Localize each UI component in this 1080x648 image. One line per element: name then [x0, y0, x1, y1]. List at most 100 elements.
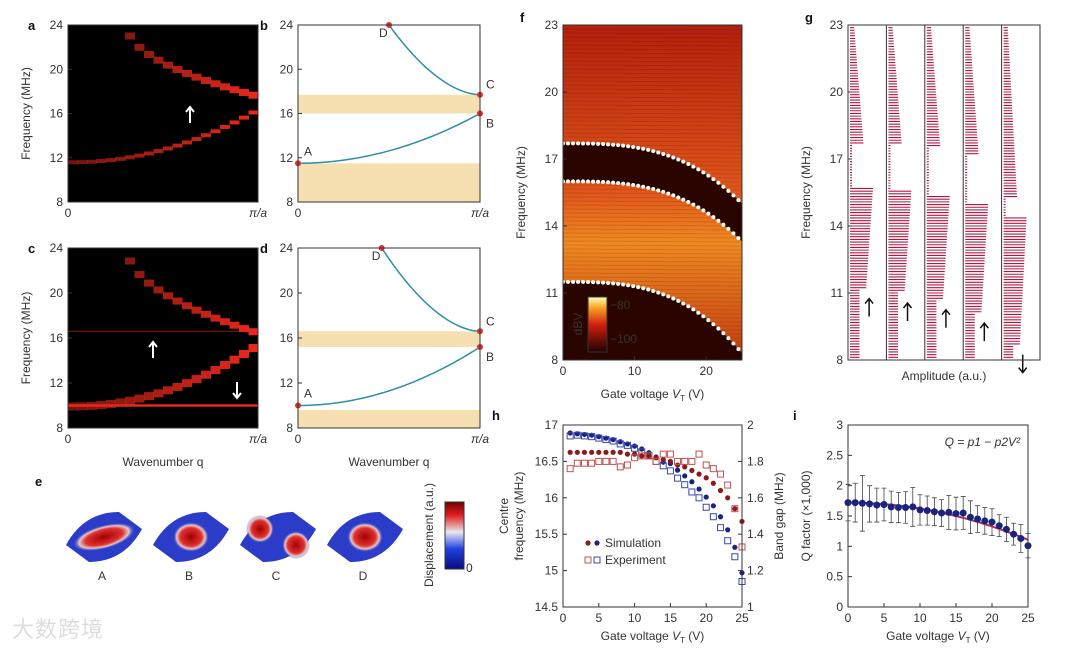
displacement-lobe	[282, 531, 310, 559]
y-tick-label: 1.5	[826, 509, 843, 523]
band-edge-dot	[721, 331, 726, 336]
lower-band-cell	[96, 401, 107, 410]
panel-label: h	[492, 408, 500, 423]
spectral-line	[562, 68, 743, 71]
upper-band-cell	[172, 297, 183, 305]
spectral-line	[562, 56, 743, 59]
band-edge-dot	[606, 280, 611, 285]
spectral-line	[562, 120, 743, 123]
spectral-line	[562, 128, 743, 131]
upper-band-cell	[191, 306, 202, 314]
band-edge-dot	[616, 281, 621, 286]
arrow-up-icon	[148, 340, 158, 358]
lower-band-cell	[182, 140, 192, 145]
upper-band-cell	[163, 292, 173, 300]
band-edge-dot	[636, 183, 641, 188]
lower-band-cell	[77, 402, 88, 411]
y-tick-label: 20	[50, 62, 64, 76]
band-gap-region	[563, 281, 742, 360]
band-edge-dot	[701, 314, 706, 319]
legend-label: Experiment	[605, 553, 666, 567]
y-tick-label: 17	[545, 418, 559, 432]
arrow-up-icon	[864, 297, 874, 317]
spectral-line	[562, 104, 743, 107]
data-point	[1002, 525, 1010, 533]
y-tick-label: 16	[50, 331, 64, 345]
panel-f: f −80 −100 dBV 23 20 17 14 11 80 10 20 Frequency (MH…	[514, 10, 743, 403]
band-edge-dot	[671, 155, 676, 160]
lower-band-cell	[220, 124, 230, 129]
band-edge-dot	[591, 179, 596, 184]
data-point	[732, 506, 738, 512]
y-tick-label: 16	[280, 107, 294, 121]
data-point	[696, 471, 702, 477]
band-edge-dot	[581, 179, 586, 184]
displacement-lobe	[347, 522, 383, 552]
x-axis-label: Gate voltage VT (V)	[601, 629, 705, 645]
lower-band-cell	[163, 146, 173, 151]
band-edge-dot	[631, 144, 636, 149]
y-axis-label: Frequency (MHz)	[799, 146, 813, 239]
y-tick-label: 0	[836, 600, 843, 614]
data-point	[617, 449, 623, 455]
band-edge-dot	[611, 142, 616, 147]
data-point	[725, 495, 731, 501]
upper-band-cell	[220, 83, 230, 91]
panel-g: g 23 20 17 14 11 8 Frequency (MHz) Amplitude (a.…	[799, 10, 1041, 383]
y-tick-label: 24	[50, 241, 64, 255]
data-point	[731, 505, 739, 513]
band-edge-dot	[686, 162, 691, 167]
y-tick-label: 15.5	[535, 527, 559, 541]
data-point	[923, 507, 931, 515]
spectral-line	[562, 96, 743, 99]
upper-band-cell	[134, 43, 145, 51]
spectral-line	[562, 244, 743, 247]
y-tick-label: 14.5	[535, 600, 559, 614]
band-gap-region	[563, 143, 742, 242]
band-edge-dot	[576, 279, 581, 284]
y2-tick-label: 2	[747, 418, 754, 432]
data-point	[916, 506, 924, 514]
spectral-line	[562, 76, 743, 79]
y-tick-label: 11	[831, 286, 844, 300]
y-tick-label: 8	[56, 195, 63, 209]
arrow-up-icon	[902, 301, 913, 321]
upper-band-cell	[182, 69, 192, 77]
y-axis-label: Q factor (×1,000)	[799, 470, 813, 561]
y-axis-label: frequency (MHz)	[512, 472, 526, 561]
lower-band-cell	[201, 370, 211, 379]
y-tick-label: 12	[50, 376, 64, 390]
data-point	[717, 524, 725, 532]
data-point	[945, 508, 953, 516]
x-tick-label: 15	[949, 611, 963, 625]
spectral-line	[562, 224, 743, 227]
lower-band-cell	[77, 160, 88, 165]
data-point	[631, 454, 639, 462]
band-edge-dot	[586, 141, 591, 146]
band-edge-dot	[681, 197, 686, 202]
mode-label: D	[359, 569, 368, 583]
data-point	[596, 449, 602, 455]
band-edge-dot	[731, 231, 736, 236]
mode-point-label: A	[304, 144, 312, 158]
band-edge-dot	[586, 179, 591, 184]
band-edge-dot	[696, 205, 701, 210]
arrow-down-icon	[232, 382, 242, 400]
band-edge-dot	[636, 145, 641, 150]
plot-frame	[847, 24, 1041, 361]
data-point	[974, 515, 982, 523]
band-edge-dot	[666, 294, 671, 299]
band-edge-dot	[626, 144, 631, 149]
data-point	[580, 459, 588, 467]
data-point	[695, 450, 703, 458]
upper-band-cell	[182, 302, 192, 310]
x-tick-label: 20	[985, 611, 999, 625]
lower-band-cell	[87, 401, 97, 410]
band-edge-dot	[601, 180, 606, 185]
y-tick-label: 16	[545, 491, 559, 505]
lower-band-cell	[115, 156, 126, 161]
spectral-line	[562, 220, 743, 223]
x-tick-label: 25	[735, 611, 749, 625]
x-tick-label: 20	[700, 611, 714, 625]
spectral-line	[562, 264, 743, 267]
